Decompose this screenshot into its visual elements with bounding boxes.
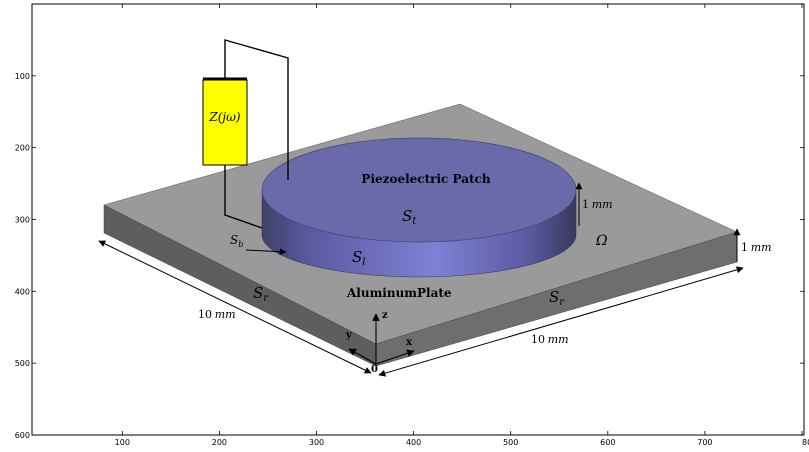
impedance-label: Z(jω) bbox=[208, 110, 241, 124]
impedance-box bbox=[202, 79, 248, 166]
x-tick-label: 600 bbox=[600, 438, 615, 447]
x-axis-ticks: 100 200 300 400 500 600 700 800 bbox=[115, 4, 809, 447]
plate-name-label: AluminumPlate bbox=[346, 286, 452, 300]
y-tick-label: 600 bbox=[15, 431, 30, 440]
impedance-circuit: Z(jω) bbox=[202, 39, 289, 229]
x-tick-label: 100 bbox=[115, 438, 130, 447]
y-tick-label: 400 bbox=[15, 287, 30, 296]
patch-title: Piezoelectric Patch bbox=[361, 172, 490, 186]
plate-width-right-label: 10 mm bbox=[531, 333, 569, 346]
x-axis-arrow bbox=[375, 349, 415, 365]
y-tick-label: 300 bbox=[15, 215, 30, 224]
x-tick-label: 700 bbox=[697, 438, 712, 447]
domain-label: Ω bbox=[595, 233, 608, 249]
coordinate-axes: z y x 0 bbox=[345, 310, 415, 375]
plate-width-left-arrow bbox=[98, 240, 372, 374]
plate-width-right-arrow bbox=[378, 266, 744, 377]
piezo-patch bbox=[261, 137, 577, 278]
y-tick-label: 200 bbox=[15, 144, 30, 153]
y-tick-label: 500 bbox=[15, 359, 30, 368]
z-axis-label: z bbox=[382, 310, 388, 321]
x-tick-label: 200 bbox=[212, 438, 227, 447]
top-surface-label: St bbox=[402, 207, 417, 227]
x-tick-label: 400 bbox=[406, 438, 421, 447]
patch-thickness-label: 1 mm bbox=[582, 198, 613, 211]
plate-width-left-label: 10 mm bbox=[198, 308, 236, 321]
y-tick-label: 100 bbox=[15, 72, 30, 81]
origin-label: 0 bbox=[371, 364, 378, 375]
plate-thickness-label: 1 mm bbox=[741, 241, 772, 254]
y-axis-arrow bbox=[348, 348, 377, 365]
y-axis-ticks: 100 200 300 400 500 600 bbox=[15, 72, 804, 440]
x-tick-label: 300 bbox=[309, 438, 324, 447]
x-tick-label: 500 bbox=[503, 438, 518, 447]
circuit-wire-bottom bbox=[224, 165, 263, 229]
x-axis-label: x bbox=[406, 337, 413, 348]
x-tick-label: 800 bbox=[802, 438, 809, 447]
patch-top-surface bbox=[261, 137, 577, 243]
circuit-wire-top bbox=[224, 39, 289, 180]
y-axis-label: y bbox=[345, 330, 353, 341]
